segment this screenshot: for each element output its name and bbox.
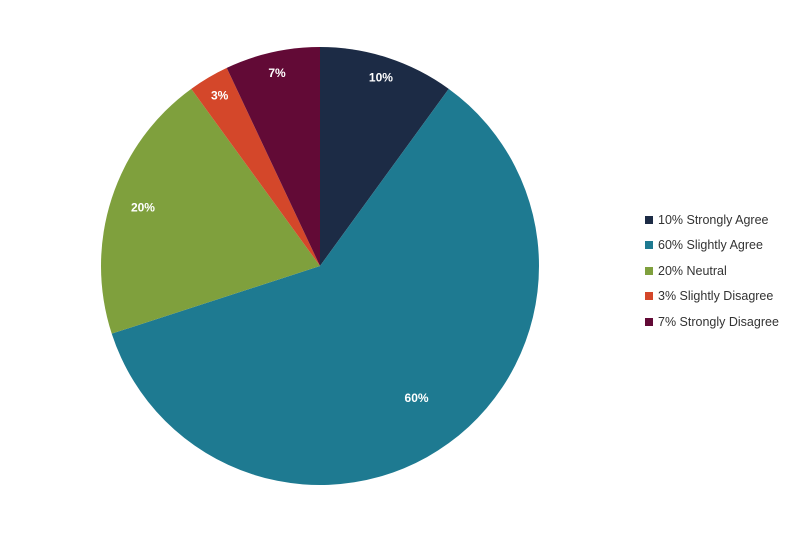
slice-data-label: 7% [268,66,286,80]
legend-item: 10% Strongly Agree [645,207,779,233]
legend-item: 7% Strongly Disagree [645,309,779,335]
slice-data-label: 60% [405,391,429,405]
pie-slice-4 [226,47,320,266]
pie-slice-1 [111,88,539,485]
slice-data-label: 20% [131,201,155,215]
pie-slice-0 [320,47,449,266]
pie-slice-2 [100,88,320,334]
legend-label: 3% Slightly Disagree [658,289,774,304]
legend-item: 60% Slightly Agree [645,233,779,259]
legend-item: 20% Neutral [645,258,779,284]
legend-swatch [645,317,653,326]
legend-item: 3% Slightly Disagree [645,284,779,310]
slice-data-label: 10% [369,71,393,85]
slice-data-label: 3% [211,89,229,103]
legend-label: 7% Strongly Disagree [658,314,779,329]
legend-label: 20% Neutral [658,263,727,278]
legend-swatch [645,215,653,224]
legend-label: 60% Slightly Agree [658,238,763,253]
legend-swatch [645,266,653,275]
legend: 10% Strongly Agree 60% Slightly Agree 20% … [645,207,779,335]
pie-slice-3 [191,67,320,267]
legend-swatch [645,241,653,250]
legend-label: 10% Strongly Agree [658,212,769,227]
legend-swatch [645,292,653,301]
